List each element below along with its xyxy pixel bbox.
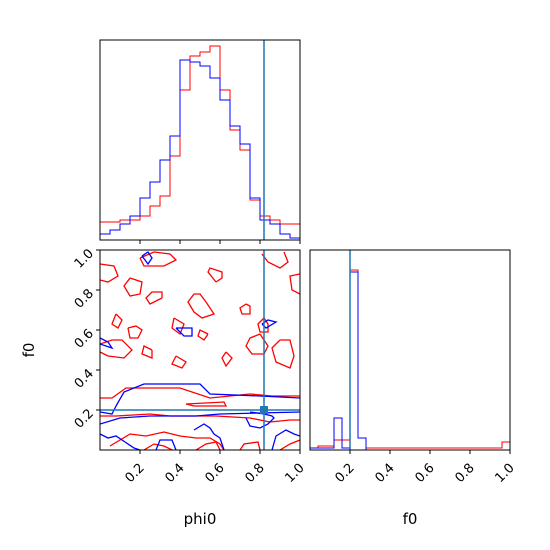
contour-red-level [141,345,153,359]
contour-red-level [109,431,225,450]
f0-hist-frame [309,249,511,451]
contour-red-level [100,263,119,283]
contour-blue-level [155,439,177,450]
phi0-hist-red-step [100,45,300,225]
contour-blue-level [175,327,193,337]
phi0-marginal-histogram [99,39,301,244]
contour-red-level [100,339,133,359]
phi0-hist-blue-step [100,59,300,239]
f0-y-tick-label: 0.2 [72,406,97,431]
contour-red-level [100,413,300,423]
contour-red-level [289,273,300,295]
f0-hist-blue-step [310,271,510,451]
contour-blue-level [100,337,114,350]
phi0-x-tick-label: 0.4 [162,461,187,486]
contour-red-level [171,317,185,336]
phi0-x-tick-label: 1.0 [282,461,307,486]
f0-y-tick-label: 0.6 [72,326,97,351]
axis-labels: phi0 f0 f0 [20,343,417,528]
contour-red-level [195,441,221,450]
f0-x-tick-label: 0.4 [372,461,397,486]
contour-red-level [239,303,251,315]
contour-red-level [100,387,300,399]
contour-red-level [127,325,143,339]
contour-red-level [145,291,163,305]
phi0-x-tick-label: 0.8 [242,461,267,486]
contour-red-level [171,355,187,369]
contour-red-level [271,339,295,369]
contour-red-level [111,313,123,329]
contour-red-level [185,401,228,407]
contour-red-level [123,277,143,297]
contour-blue-level [100,411,300,425]
f0-x-tick-label: 0.6 [412,461,437,486]
contour-frame [99,249,301,451]
phi0-x-tick-label: 0.6 [202,461,227,486]
f0-y-tick-label: 0.8 [72,286,97,311]
contour-blue-level [100,433,141,450]
contour-red-level [143,443,173,450]
phi0-f0-contour-panel: 0.2 0.4 0.6 0.8 1.0 0.2 0.4 0.6 0.8 1.0 [72,246,308,486]
contour-lines [100,251,300,450]
contour-blue-level [245,411,275,429]
contour-red-level [245,333,269,355]
contour-red-level [239,441,261,450]
contour-red-level [261,251,289,269]
contour-blue-level [100,383,300,415]
contour-blue-level [141,251,153,266]
f0-x-tick-label: 0.2 [332,461,357,486]
contour-blue-level [193,423,225,450]
f0-hist-red-step [310,269,510,449]
phi0-hist-frame [99,39,301,241]
contour-red-level [187,293,216,319]
phi0-x-tick-label: 0.2 [122,461,147,486]
f0-axis-label: f0 [403,510,418,528]
phi0-axis-label: phi0 [184,510,217,528]
contour-red-level [197,329,209,341]
truth-marker [260,406,268,414]
contour-red-level [279,439,300,450]
f0-marginal-histogram: 0.2 0.4 0.6 0.8 1.0 [309,249,518,486]
f0-y-tick-label: 0.4 [72,366,97,391]
f0-y-axis-label: f0 [20,343,38,358]
contour-red-level [207,267,223,283]
f0-y-tick-label: 1.0 [72,246,97,271]
f0-x-tick-label: 0.8 [452,461,477,486]
contour-red-level [139,251,178,267]
contour-red-level [221,351,233,368]
contour-blue-level [271,429,300,450]
f0-x-tick-label: 1.0 [492,461,517,486]
